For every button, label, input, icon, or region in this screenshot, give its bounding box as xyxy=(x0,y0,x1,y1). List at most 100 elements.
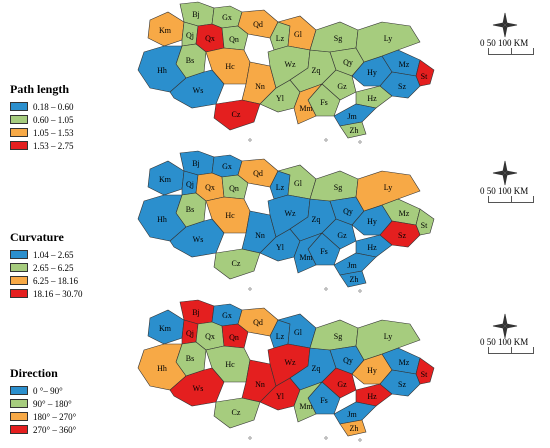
legend-item: 180° – 270° xyxy=(10,410,76,423)
region-label: St xyxy=(421,72,428,81)
region-cz xyxy=(213,248,261,280)
north-arrow-icon xyxy=(492,313,518,339)
legend-item: 18.16 – 30.70 xyxy=(10,287,83,300)
map-panel-path-length: Bj Gx Km Qj Qx Qn Qd Lz Gl Bs Hc Hh Ws Nn Yl Cz Wz Zq Sg Qy… xyxy=(0,0,550,151)
region-label: Qx xyxy=(205,183,215,192)
legend-label: 18.16 – 30.70 xyxy=(33,288,83,299)
region-zh xyxy=(339,121,367,139)
legend-label: 2.65 – 6.25 xyxy=(33,262,74,273)
region-label: Qy xyxy=(343,207,353,216)
region-label: Cz xyxy=(232,110,241,119)
legend-swatch-green xyxy=(10,115,28,124)
region-label: Ly xyxy=(384,34,392,43)
region-label: Ly xyxy=(384,332,392,341)
island-mark xyxy=(248,287,252,291)
legend-label: 6.25 – 18.16 xyxy=(33,275,78,286)
choropleth-map: Bj Gx Km Qj Qx Qn Qd Lz Gl Bs Hc Hh Ws Nn Yl Cz Wz Zq Sg Qy… xyxy=(137,299,435,442)
legend-swatch-red xyxy=(10,289,28,298)
region-label: Bj xyxy=(192,10,200,19)
region-label: Hy xyxy=(367,68,377,77)
region-label: Lz xyxy=(276,332,285,341)
region-gz xyxy=(321,69,357,101)
region-label: Fs xyxy=(320,247,328,256)
region-label: Zh xyxy=(350,424,359,433)
legend-label: 0.60 – 1.05 xyxy=(33,114,74,125)
region-hz xyxy=(355,85,393,109)
region-label: Wz xyxy=(284,358,296,367)
legend-swatch-orange xyxy=(10,412,28,421)
region-label: Gx xyxy=(222,311,232,320)
region-label: Mz xyxy=(399,358,410,367)
legend-label: 0.18 – 0.60 xyxy=(33,101,74,112)
legend-swatch-green xyxy=(10,399,28,408)
region-label: Sz xyxy=(398,82,406,91)
region-zh xyxy=(339,419,367,437)
region-label: Yl xyxy=(276,94,285,103)
legend: Direction 0 °– 90° 90° – 180° 180° – 270… xyxy=(10,366,76,436)
region-label: Hy xyxy=(367,217,377,226)
region-label: Fs xyxy=(320,396,328,405)
legend-label: 1.05 – 1.53 xyxy=(33,127,74,138)
legend-item: 1.04 – 2.65 xyxy=(10,248,83,261)
region-label: Qx xyxy=(205,34,215,43)
region-label: Sg xyxy=(334,34,342,43)
region-label: Qy xyxy=(343,58,353,67)
choropleth-map: Bj Gx Km Qj Qx Qn Qd Lz Gl Bs Hc Hh Ws Nn Yl Cz Wz Zq Sg Qy… xyxy=(137,150,435,293)
region-label: Qd xyxy=(253,20,263,29)
scale-ruler xyxy=(488,347,534,354)
legend-item: 0 °– 90° xyxy=(10,384,76,397)
region-label: Sz xyxy=(398,231,406,240)
island-mark xyxy=(248,436,252,440)
region-label: Km xyxy=(159,324,172,333)
region-label: Ws xyxy=(193,86,204,95)
region-label: Wz xyxy=(284,60,296,69)
region-label: Jm xyxy=(347,410,357,419)
scale-label: 0 50 100 KM xyxy=(480,186,529,196)
region-mm xyxy=(293,381,323,423)
map-panel-direction: Bj Gx Km Qj Qx Qn Qd Lz Gl Bs Hc Hh Ws Nn Yl Cz Wz Zq Sg Qy… xyxy=(0,298,550,447)
region-gz xyxy=(321,367,357,399)
region-label: Qd xyxy=(253,169,263,178)
legend-swatch-blue xyxy=(10,250,28,259)
legend-swatch-green xyxy=(10,263,28,272)
region-cz xyxy=(213,397,261,429)
scale-bar: 0 50 100 KM xyxy=(480,38,550,55)
north-arrow-icon xyxy=(492,160,518,186)
legend-label: 270° – 360° xyxy=(33,424,77,435)
legend-label: 0 °– 90° xyxy=(33,385,63,396)
region-label: Lz xyxy=(276,183,285,192)
region-label: Km xyxy=(159,175,172,184)
region-label: Nn xyxy=(255,231,265,240)
region-label: Yl xyxy=(276,243,285,252)
region-jm xyxy=(333,252,377,276)
island-mark xyxy=(324,287,328,291)
legend-label: 180° – 270° xyxy=(33,411,77,422)
region-label: Zq xyxy=(312,215,321,224)
scale-bar: 0 50 100 KM xyxy=(480,186,550,203)
region-label: Bj xyxy=(192,159,200,168)
legend-item: 6.25 – 18.16 xyxy=(10,274,83,287)
region-label: Cz xyxy=(232,259,241,268)
region-qn xyxy=(221,174,249,200)
island-mark xyxy=(324,436,328,440)
region-label: Zq xyxy=(312,364,321,373)
region-label: Zq xyxy=(312,66,321,75)
region-mm xyxy=(293,232,323,274)
region-cz xyxy=(213,99,261,131)
region-hc xyxy=(205,345,251,383)
scale-ruler xyxy=(488,196,534,203)
region-label: Hc xyxy=(225,62,235,71)
legend-title: Direction xyxy=(10,366,58,380)
legend-swatch-red xyxy=(10,425,28,434)
legend-title: Curvature xyxy=(10,230,64,244)
scale-bar: 0 50 100 KM xyxy=(480,337,550,354)
island-mark xyxy=(248,138,252,142)
region-label: Qx xyxy=(205,332,215,341)
region-label: Jm xyxy=(347,112,357,121)
north-arrow-icon xyxy=(492,12,518,38)
region-label: Gx xyxy=(222,162,232,171)
legend-label: 90° – 180° xyxy=(33,398,72,409)
region-label: Qn xyxy=(229,35,239,44)
region-sz xyxy=(379,71,421,99)
region-gz xyxy=(321,218,357,250)
